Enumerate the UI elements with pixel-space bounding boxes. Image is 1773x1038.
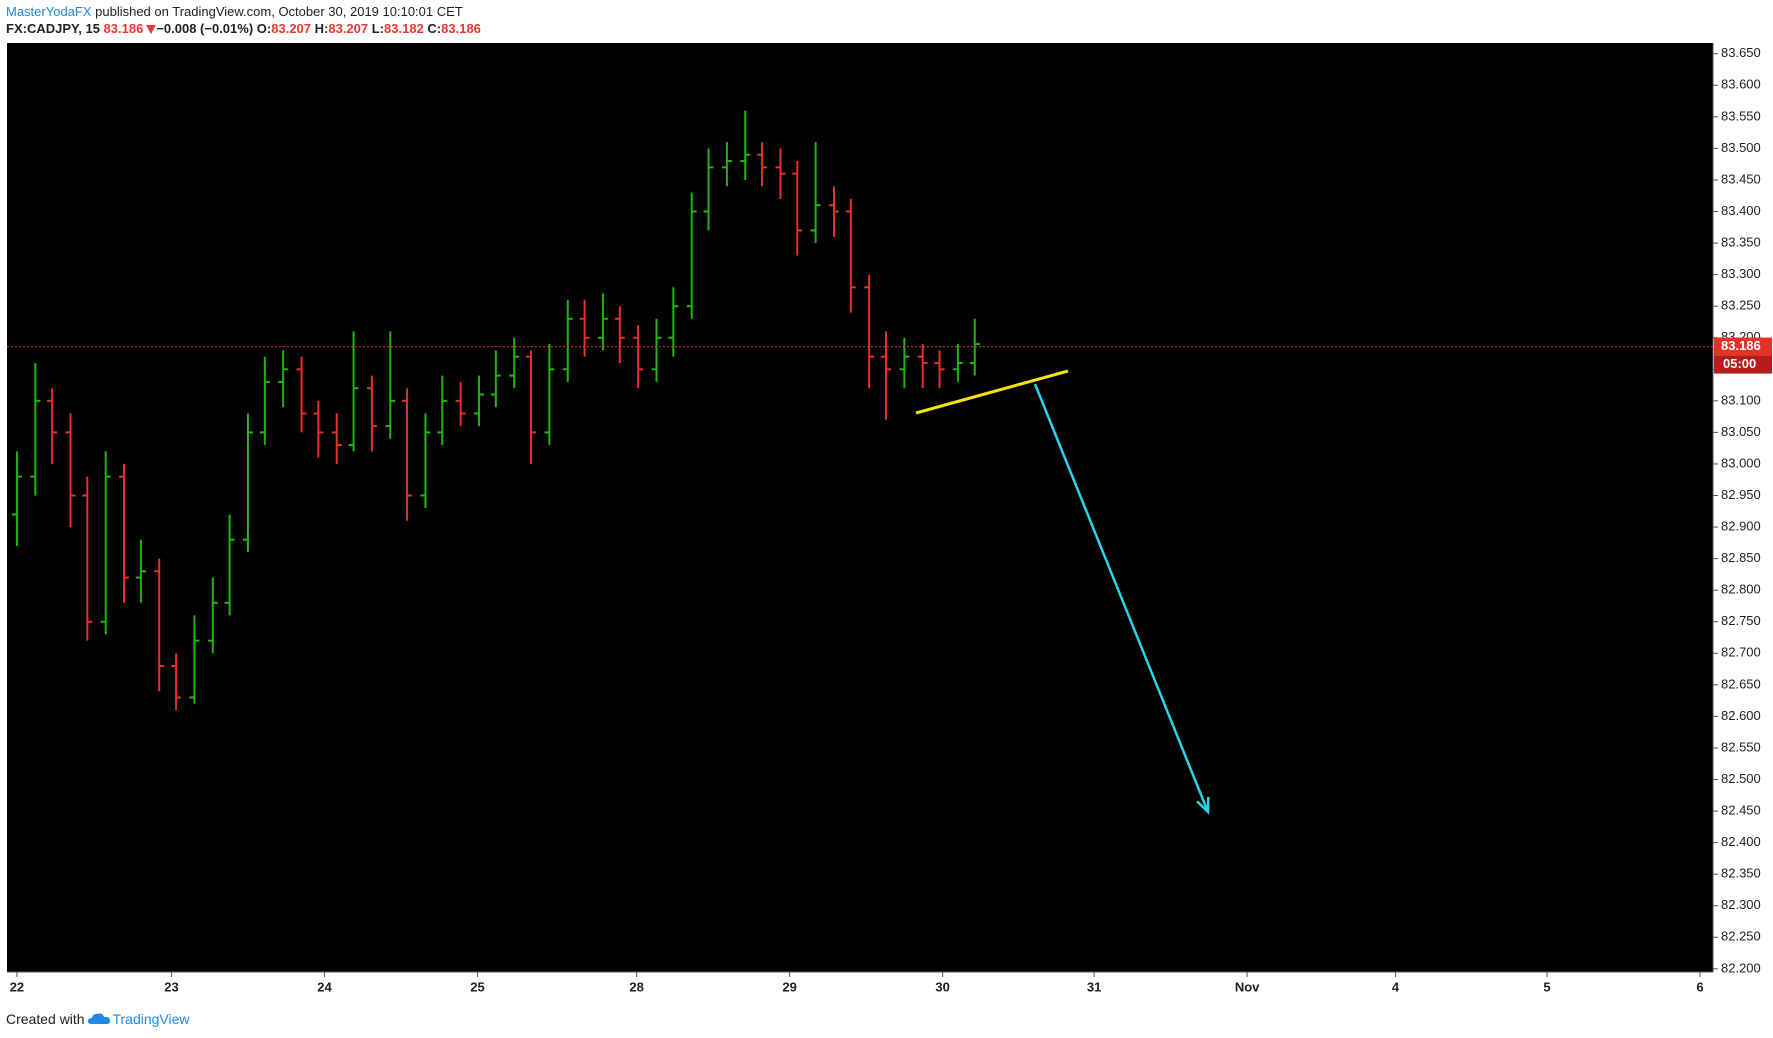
projection-arrow[interactable]: [1033, 383, 1210, 813]
x-tick-label: 29: [782, 979, 796, 994]
y-tick-label: 83.500: [1721, 140, 1761, 155]
x-tick-label: Nov: [1235, 979, 1260, 994]
y-tick-label: 82.250: [1721, 929, 1761, 944]
y-tick-label: 82.350: [1721, 866, 1761, 881]
x-tick-label: 30: [935, 979, 949, 994]
x-tick-label: 31: [1087, 979, 1101, 994]
y-tick-label: 83.450: [1721, 171, 1761, 186]
x-tick-label: 24: [317, 979, 332, 994]
tv-logo: [88, 1013, 111, 1024]
x-tick-label: 22: [10, 979, 24, 994]
footer: Created with TradingView: [6, 1011, 190, 1027]
y-tick-label: 82.600: [1721, 708, 1761, 723]
trend-line[interactable]: [915, 369, 1069, 415]
x-tick-label: 6: [1696, 979, 1703, 994]
y-tick-label: 83.250: [1721, 298, 1761, 313]
y-tick-label: 83.300: [1721, 266, 1761, 281]
y-tick-label: 83.650: [1721, 45, 1761, 60]
published: published on TradingView.com, October 30…: [91, 4, 463, 19]
x-tick-label: 28: [629, 979, 643, 994]
y-tick-label: 82.200: [1721, 960, 1761, 975]
y-tick-label: 82.850: [1721, 550, 1761, 565]
high-label: H:: [314, 21, 329, 36]
y-tick-label: 83.550: [1721, 108, 1761, 123]
last: 83.186: [103, 21, 144, 36]
high: 83.207: [328, 21, 369, 36]
symbol: FX:CADJPY, 15: [6, 21, 100, 36]
created-with: Created with: [6, 1011, 85, 1027]
y-tick-label: 83.000: [1721, 455, 1761, 470]
y-tick-label: 83.600: [1721, 77, 1761, 92]
chart: 82.200 82.250 82.300 82.350 82.400 82.450 82.5…: [7, 43, 1772, 994]
countdown-label: 05:00: [1723, 356, 1756, 371]
countdown-tag: [1714, 355, 1772, 374]
y-tick-label: 82.500: [1721, 771, 1761, 786]
y-tick-label: 82.650: [1721, 676, 1761, 691]
x-tick-label: 5: [1543, 979, 1550, 994]
arrow-head: [1196, 796, 1210, 815]
low: 83.182: [384, 21, 424, 36]
y-tick-label: 83.350: [1721, 235, 1761, 250]
y-tick-label: 82.300: [1721, 897, 1761, 912]
brand[interactable]: TradingView: [112, 1011, 190, 1027]
y-tick-label: 82.900: [1721, 519, 1761, 534]
low-label: L:: [371, 21, 385, 36]
publish-line: MasterYodaFX published on TradingView.co…: [6, 4, 463, 19]
open: 83.207: [271, 21, 312, 36]
down-arrow: [146, 25, 157, 34]
y-tick-label: 83.100: [1721, 392, 1761, 407]
y-tick-label: 82.450: [1721, 803, 1761, 818]
last-price-tag: [1714, 337, 1772, 356]
y-tick-label: 82.800: [1721, 582, 1761, 597]
y-tick-label: 82.750: [1721, 613, 1761, 628]
close: 83.186: [441, 21, 481, 36]
x-tick-label: 23: [164, 979, 178, 994]
author[interactable]: MasterYodaFX: [6, 4, 92, 19]
symbol-line: FX:CADJPY, 15 83.186 −0.008 (−0.01%) O:83…: [6, 21, 481, 36]
open-label: O:: [256, 21, 272, 36]
close-label: C:: [427, 21, 442, 36]
y-tick-label: 83.050: [1721, 424, 1761, 439]
y-tick-label: 82.550: [1721, 739, 1761, 754]
y-tick-label: 82.950: [1721, 487, 1761, 502]
change: −0.008 (−0.01%): [156, 21, 254, 36]
y-tick-label: 82.400: [1721, 834, 1761, 849]
chart-pane: [7, 43, 1713, 972]
x-tick-label: 4: [1392, 979, 1400, 994]
last-price-label: 83.186: [1721, 338, 1761, 353]
x-tick-label: 25: [470, 979, 484, 994]
y-tick-label: 83.400: [1721, 203, 1761, 218]
y-tick-label: 82.700: [1721, 645, 1761, 660]
